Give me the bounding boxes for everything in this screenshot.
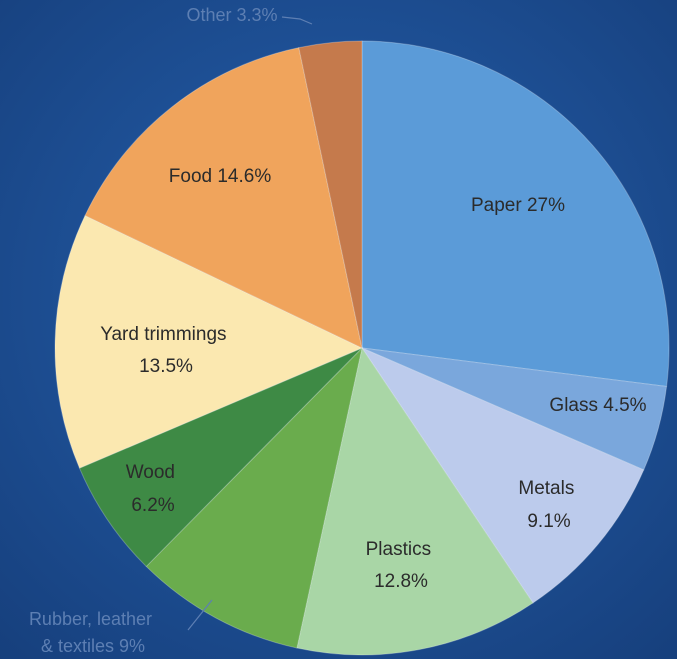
label-wood-name: Wood [126,462,175,483]
pie-slice-metals [360,346,645,604]
label-yard-value: 13.5% [139,356,193,377]
pie-slices [54,40,670,656]
label-metals-name: Metals [518,478,574,499]
pie-slice-wood [78,347,363,568]
leader-line-rubber [187,599,213,631]
pie-slice-rubber-leather-textiles [145,346,363,649]
label-paper: Paper 27% [471,195,565,216]
pie-slice-other [298,40,363,349]
label-other: Other 3.3% [186,5,277,25]
label-rubber-value: & textiles 9% [41,636,145,656]
label-wood-value: 6.2% [131,495,174,516]
pie-slice-paper [361,40,670,388]
pie-slice-food [84,46,363,349]
label-plastics-name: Plastics [366,539,431,560]
leader-line-other [281,16,313,25]
label-plastics-value: 12.8% [374,571,428,592]
pie-slice-plastics [296,346,534,656]
pie-slice-yard-trimmings [54,214,364,469]
label-yard-name: Yard trimmings [100,324,226,345]
label-rubber-name: Rubber, leather [29,609,152,629]
label-plastics: Plastics 12.8% [366,539,437,592]
label-wood: Wood 6.2% [126,462,181,516]
label-rubber: Rubber, leather & textiles 9% [29,609,157,656]
label-metals-value: 9.1% [527,511,570,532]
label-metals: Metals 9.1% [518,478,579,532]
pie-slice-glass [361,347,668,471]
label-glass: Glass 4.5% [549,395,646,416]
label-food: Food 14.6% [169,166,272,187]
label-yard-trimmings: Yard trimmings 13.5% [100,324,232,377]
